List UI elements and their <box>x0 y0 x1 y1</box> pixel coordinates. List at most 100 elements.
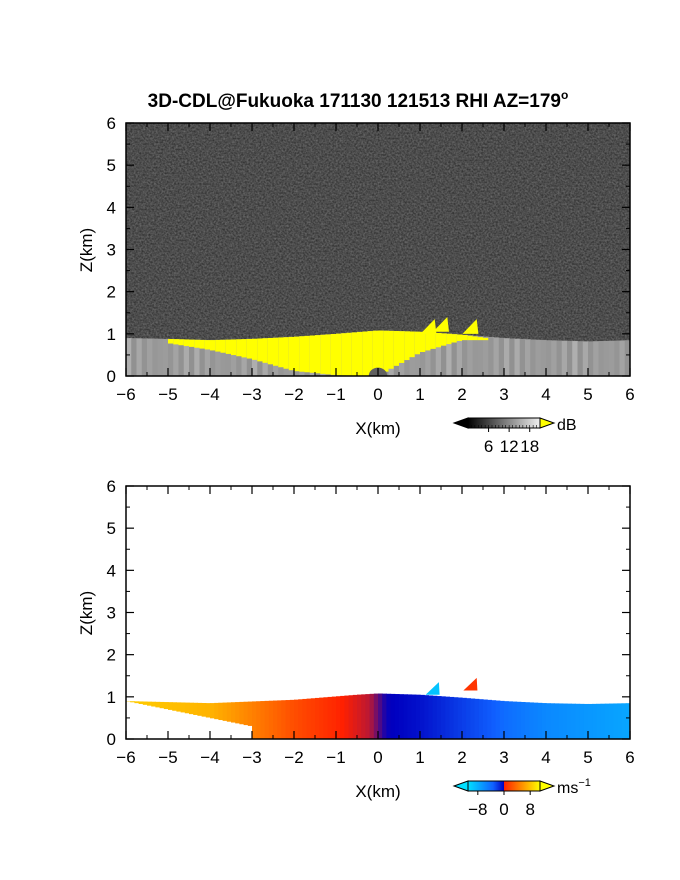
velocity-column <box>462 697 467 739</box>
x-tick-label: 2 <box>457 748 466 767</box>
velocity-xlabel: X(km) <box>355 782 400 801</box>
x-tick-label: 6 <box>625 385 634 404</box>
velocity-column <box>621 703 627 739</box>
x-tick-label: −1 <box>326 748 345 767</box>
velocity-column <box>222 702 228 721</box>
velocity-column <box>205 703 211 718</box>
aerosol-column <box>619 340 626 376</box>
colorbar-unit: ms−1 <box>557 777 591 797</box>
colorbar-bar <box>467 417 541 429</box>
saturated-column <box>178 339 185 346</box>
aerosol-column <box>215 339 222 376</box>
aerosol-column <box>425 332 432 376</box>
colorbar-over-arrow <box>539 417 556 429</box>
velocity-column <box>201 703 207 717</box>
aerosol-column <box>152 338 159 376</box>
saturated-column <box>283 337 290 369</box>
velocity-column <box>180 702 186 713</box>
aerosol-column <box>525 339 531 376</box>
velocity-plume <box>463 677 478 691</box>
y-tick-label: 3 <box>107 604 116 623</box>
velocity-column <box>373 693 379 739</box>
aerosol-column <box>157 338 164 376</box>
velocity-column <box>554 703 560 739</box>
velocity-ylabel: Z(km) <box>77 591 96 635</box>
velocity-column <box>378 693 383 739</box>
velocity-column <box>210 703 215 719</box>
saturated-column <box>351 332 358 376</box>
velocity-column <box>558 703 564 739</box>
velocity-column <box>407 694 413 739</box>
velocity-column <box>424 695 429 739</box>
y-tick-label: 3 <box>107 241 116 260</box>
velocity-column <box>483 699 488 739</box>
aerosol-column <box>624 340 630 376</box>
aerosol-column <box>456 334 463 376</box>
saturated-column <box>236 339 243 357</box>
velocity-column <box>264 700 270 739</box>
saturated-column <box>299 336 306 372</box>
y-tick-label: 2 <box>107 646 116 665</box>
aerosol-column <box>194 339 201 376</box>
saturated-column <box>288 336 295 371</box>
aerosol-column <box>493 337 500 376</box>
aerosol-column <box>582 341 589 376</box>
aerosol-column <box>178 339 185 376</box>
saturated-column <box>483 337 489 341</box>
saturated-column <box>215 339 222 352</box>
aerosol-column <box>603 340 610 376</box>
velocity-column <box>487 699 492 739</box>
velocity-data-layer <box>126 677 630 739</box>
y-tick-label: 2 <box>107 283 116 302</box>
saturated-column <box>231 339 237 356</box>
backscatter-ylabel: Z(km) <box>77 228 96 272</box>
saturated-column <box>441 333 447 346</box>
aerosol-column <box>147 338 153 376</box>
x-tick-label: −2 <box>284 748 303 767</box>
velocity-column <box>625 703 630 739</box>
aerosol-column <box>614 340 621 376</box>
velocity-column <box>529 702 534 739</box>
velocity-column <box>239 701 245 725</box>
saturated-column <box>462 335 468 341</box>
saturated-column <box>278 337 285 368</box>
velocity-column <box>508 701 513 739</box>
velocity-column <box>571 703 576 739</box>
aerosol-column <box>577 341 584 376</box>
velocity-column <box>575 703 581 739</box>
saturated-column <box>435 333 442 348</box>
aerosol-column <box>483 336 489 376</box>
aerosol-column <box>136 338 143 376</box>
velocity-column <box>151 701 156 707</box>
velocity-column <box>499 700 505 739</box>
velocity-column <box>512 701 518 739</box>
aerosol-column <box>477 336 484 376</box>
velocity-column <box>600 703 606 739</box>
velocity-column <box>449 696 455 739</box>
x-tick-label: −1 <box>326 385 345 404</box>
velocity-column <box>331 696 337 739</box>
velocity-column <box>428 695 434 739</box>
saturated-column <box>472 336 479 341</box>
y-tick-label: 1 <box>107 688 116 707</box>
colorbar-tick-label: 6 <box>484 437 493 456</box>
colorbar-under-arrow <box>452 780 469 792</box>
saturated-column <box>393 331 400 366</box>
saturated-column <box>273 337 279 366</box>
saturated-column <box>362 331 369 376</box>
y-tick-label: 5 <box>107 519 116 538</box>
velocity-column <box>520 701 526 739</box>
velocity-column <box>453 697 459 739</box>
colorbar-unit: dB <box>557 417 577 434</box>
x-tick-label: 0 <box>373 748 382 767</box>
velocity-column <box>298 699 303 739</box>
aerosol-column <box>199 339 206 376</box>
velocity-column <box>604 703 610 739</box>
aerosol-column <box>231 339 237 376</box>
y-tick-label: 1 <box>107 325 116 344</box>
colorbar-over-arrow <box>539 780 556 792</box>
aerosol-column <box>420 331 426 376</box>
saturated-column <box>262 338 269 363</box>
